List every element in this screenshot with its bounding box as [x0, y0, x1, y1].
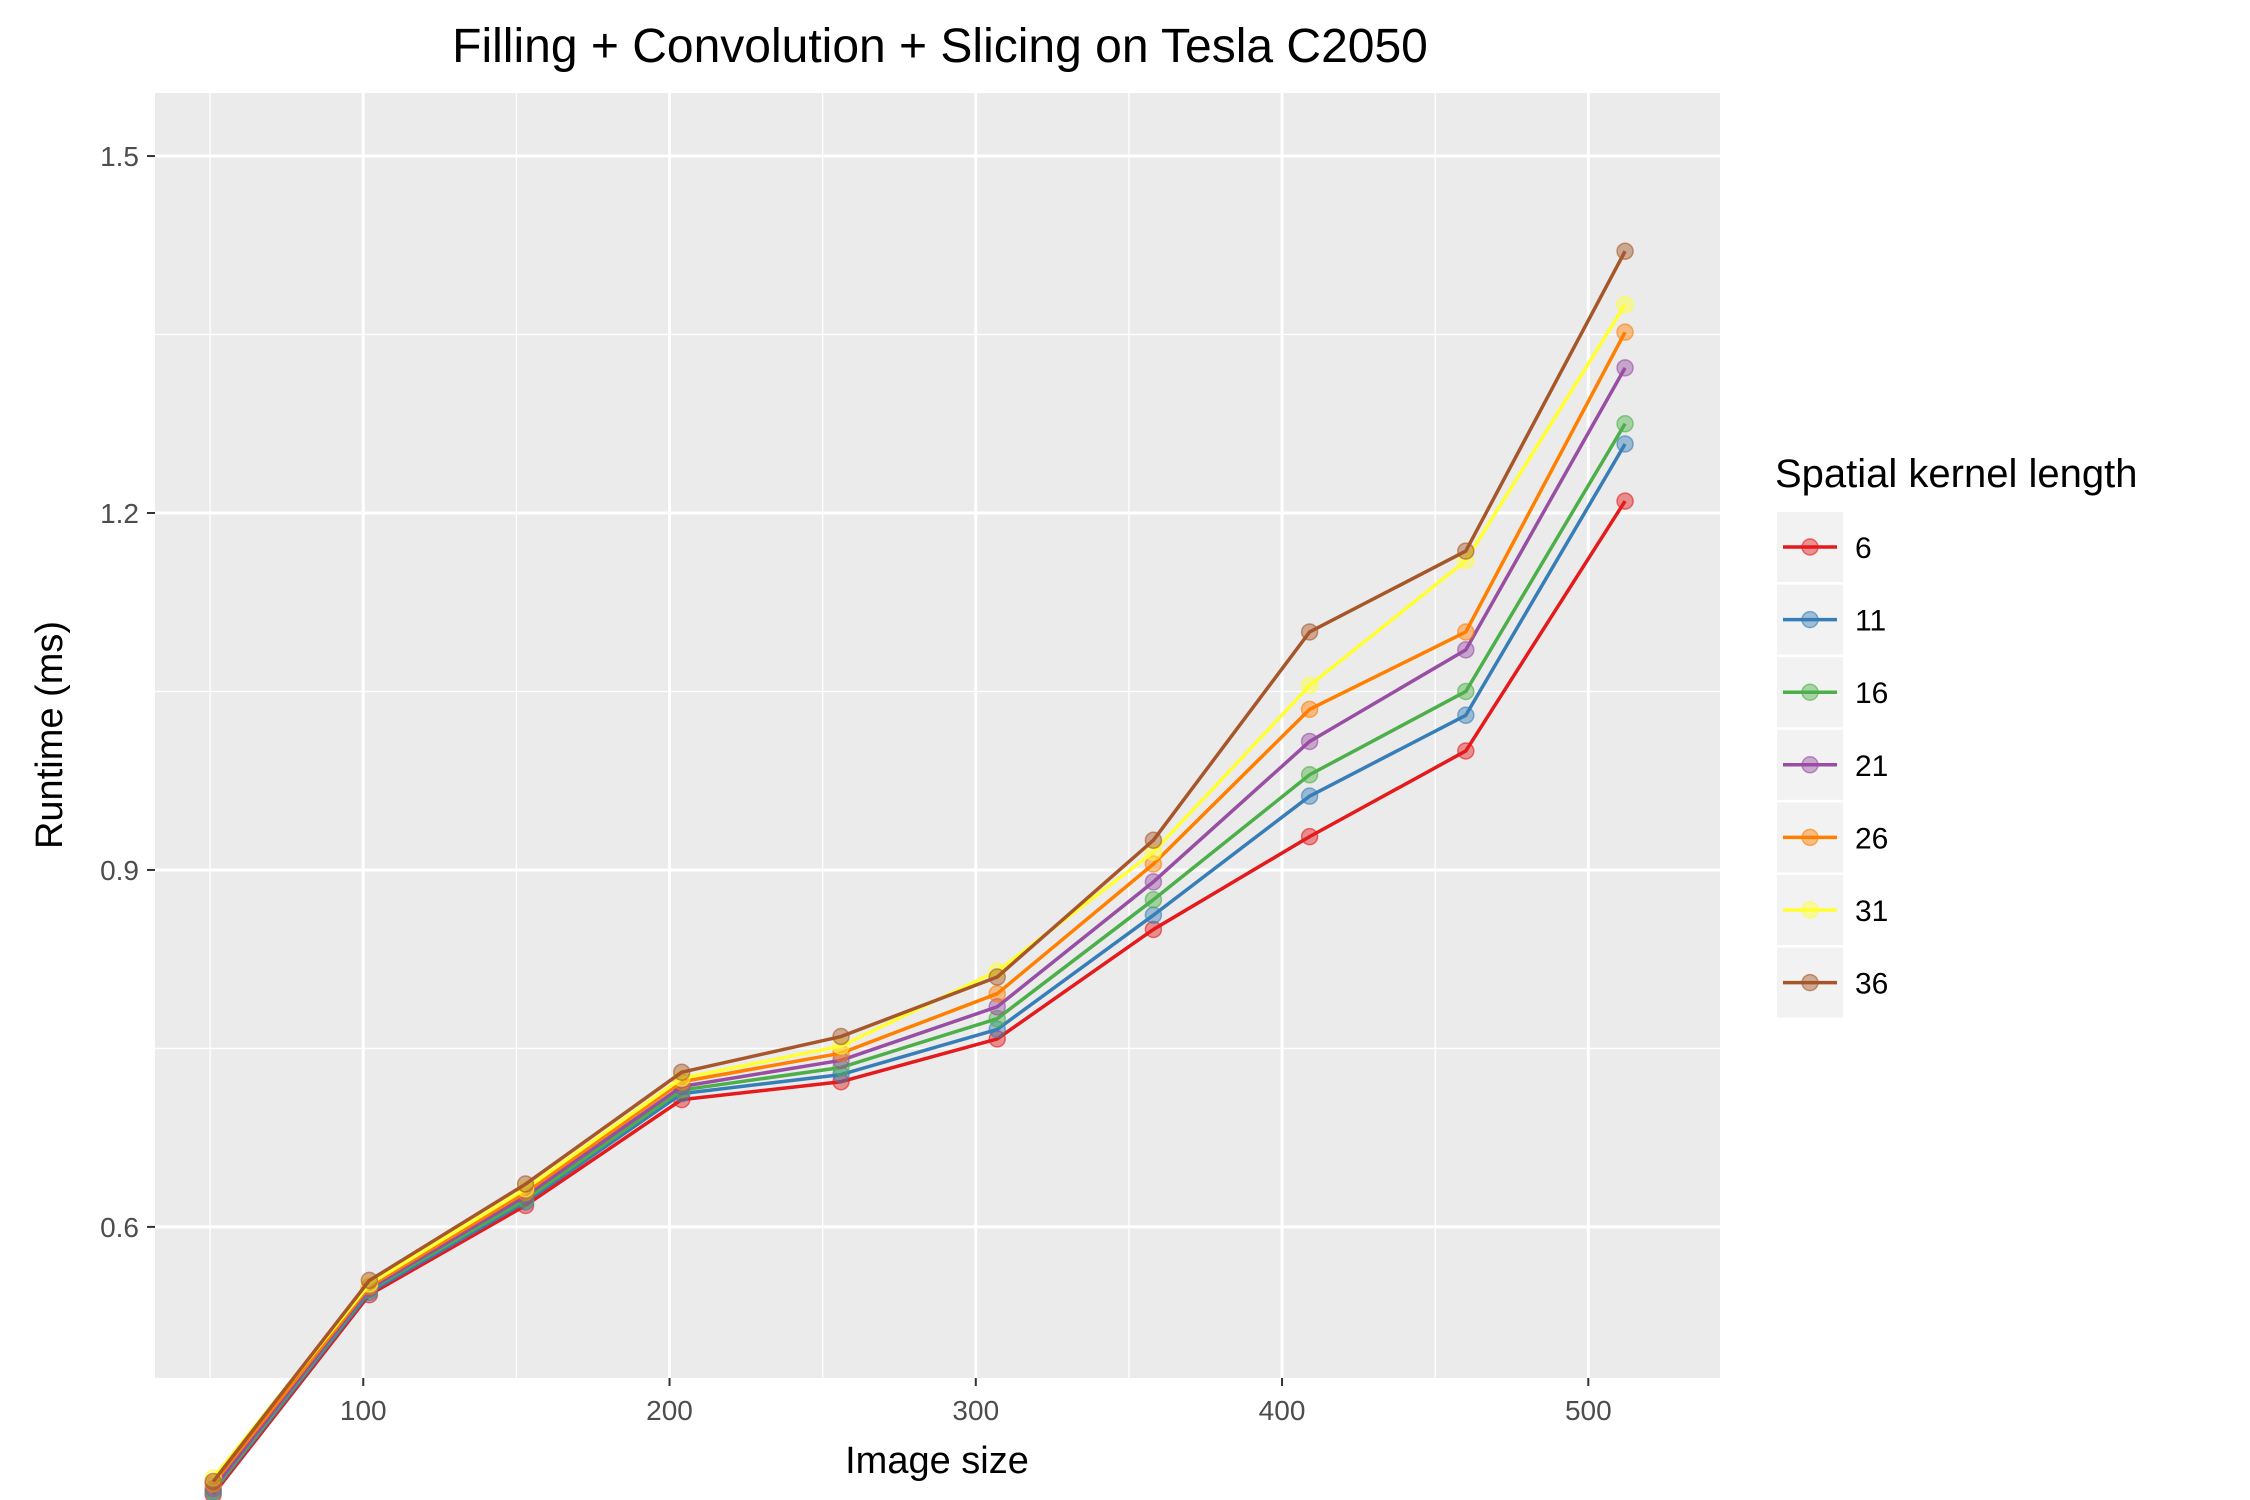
legend-item: 26	[1777, 802, 1888, 873]
data-point	[1457, 641, 1475, 659]
series-line	[211, 422, 1627, 1493]
data-point	[1457, 706, 1475, 725]
legend-label: 16	[1855, 677, 1888, 710]
legend-label: 6	[1855, 532, 1872, 565]
legend-label: 36	[1855, 968, 1888, 1001]
x-tick-label: 200	[646, 1395, 693, 1426]
series-line	[211, 250, 1627, 1483]
data-point	[1144, 920, 1163, 939]
data-point	[1616, 435, 1634, 453]
data-point	[1616, 323, 1634, 341]
data-point	[1616, 492, 1634, 510]
data-point	[1616, 242, 1634, 260]
data-point	[988, 1009, 1006, 1028]
legend-marker	[1801, 828, 1819, 847]
data-point	[1300, 766, 1319, 784]
legend-label: 21	[1855, 750, 1888, 783]
y-tick-label: 0.6	[100, 1212, 139, 1243]
data-point	[1144, 906, 1163, 924]
legend-marker	[1801, 756, 1819, 774]
legend-item: 21	[1777, 729, 1888, 800]
y-tick-label: 0.9	[100, 855, 139, 886]
series-layer	[204, 242, 1634, 1500]
legend: Spatial kernel length 6 11 16 21 26 31 36	[1775, 452, 2137, 1018]
data-point	[673, 1063, 691, 1081]
data-point	[1457, 623, 1475, 641]
data-point	[1616, 415, 1634, 433]
data-point	[1457, 682, 1475, 701]
gridlines	[155, 93, 1720, 1378]
legend-marker	[1801, 973, 1819, 992]
x-tick-label: 100	[340, 1395, 387, 1426]
data-point	[1144, 873, 1163, 891]
y-axis-ticks: 0.6 0.9 1.2 1.5	[100, 141, 155, 1243]
data-point	[1144, 831, 1163, 849]
data-point	[516, 1175, 535, 1193]
legend-title: Spatial kernel length	[1775, 452, 2137, 496]
series-line	[211, 443, 1627, 1494]
x-tick-label: 300	[952, 1395, 999, 1426]
y-axis-title: Runtime (ms)	[29, 621, 71, 849]
data-point	[1300, 676, 1319, 695]
data-point	[204, 1472, 222, 1491]
legend-item: 6	[1777, 512, 1872, 582]
legend-marker	[1801, 683, 1819, 701]
plot-panel	[155, 93, 1720, 1378]
data-point	[1300, 700, 1319, 719]
data-point	[1300, 827, 1319, 846]
data-point	[988, 998, 1006, 1016]
data-point	[832, 1027, 850, 1046]
series-line	[211, 366, 1627, 1490]
data-point	[1144, 843, 1163, 861]
data-point	[1144, 855, 1163, 873]
series-line	[211, 500, 1627, 1496]
data-point	[1616, 296, 1634, 314]
data-point	[988, 968, 1006, 986]
legend-items: 6 11 16 21 26 31 36	[1777, 512, 1888, 1018]
legend-marker	[1801, 610, 1819, 629]
y-tick-label: 1.2	[100, 498, 139, 529]
y-tick-label: 1.5	[100, 141, 139, 172]
legend-label: 31	[1855, 895, 1888, 928]
x-tick-label: 500	[1565, 1395, 1612, 1426]
legend-label: 26	[1855, 822, 1888, 855]
legend-label: 11	[1855, 605, 1886, 638]
data-point	[1457, 542, 1475, 560]
legend-item: 31	[1777, 875, 1888, 945]
data-point	[1300, 623, 1319, 641]
data-point	[1144, 890, 1163, 909]
x-tick-label: 400	[1259, 1395, 1306, 1426]
data-point	[988, 984, 1006, 1003]
data-point	[1616, 359, 1634, 377]
data-point	[1300, 787, 1319, 805]
data-point	[1457, 742, 1475, 760]
x-axis-title: Image size	[845, 1440, 1029, 1482]
legend-item: 16	[1777, 657, 1888, 728]
data-point	[1300, 732, 1319, 751]
x-axis-ticks: 100 200 300 400 500	[340, 1378, 1612, 1426]
chart-title: Filling + Convolution + Slicing on Tesla…	[452, 20, 1428, 73]
series-36	[204, 242, 1634, 1491]
data-point	[360, 1271, 379, 1290]
legend-item: 11	[1777, 584, 1886, 655]
series-line	[211, 331, 1627, 1485]
legend-marker	[1801, 538, 1819, 556]
legend-marker	[1801, 901, 1819, 919]
legend-item: 36	[1777, 947, 1888, 1018]
